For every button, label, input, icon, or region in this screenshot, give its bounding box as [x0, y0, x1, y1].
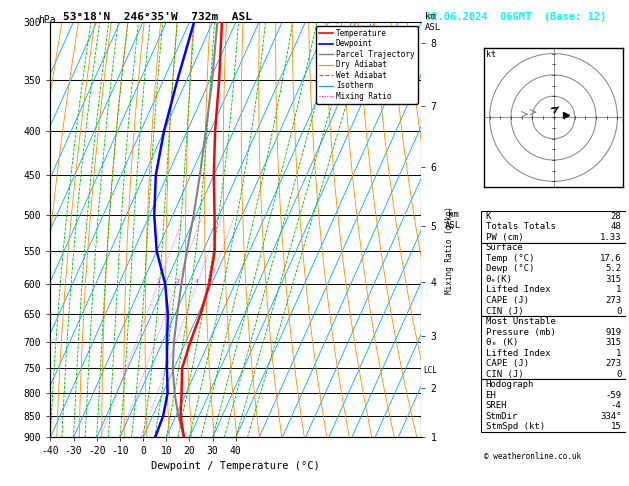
Text: 28: 28: [611, 212, 621, 221]
Text: 1: 1: [156, 279, 160, 284]
Text: 6: 6: [208, 279, 211, 284]
Text: 15: 15: [611, 422, 621, 432]
Text: PW (cm): PW (cm): [486, 233, 523, 242]
Text: 0: 0: [616, 370, 621, 379]
Text: StmDir: StmDir: [486, 412, 518, 421]
Text: 17.6: 17.6: [600, 254, 621, 263]
Text: CAPE (J): CAPE (J): [486, 296, 528, 305]
Text: 315: 315: [605, 338, 621, 347]
Text: 2: 2: [175, 279, 179, 284]
Text: hPa: hPa: [38, 15, 55, 25]
Text: StmSpd (kt): StmSpd (kt): [486, 422, 545, 432]
Text: -59: -59: [605, 391, 621, 400]
Legend: Temperature, Dewpoint, Parcel Trajectory, Dry Adiabat, Wet Adiabat, Isotherm, Mi: Temperature, Dewpoint, Parcel Trajectory…: [316, 26, 418, 104]
Text: 919: 919: [605, 328, 621, 337]
Text: θₑ (K): θₑ (K): [486, 338, 518, 347]
Text: Surface: Surface: [486, 243, 523, 252]
Text: -4: -4: [611, 401, 621, 410]
Text: 1: 1: [616, 285, 621, 295]
Text: Most Unstable: Most Unstable: [486, 317, 555, 326]
Text: θₑ(K): θₑ(K): [486, 275, 513, 284]
Text: kt: kt: [486, 50, 496, 59]
Text: Temp (°C): Temp (°C): [486, 254, 534, 263]
Text: Hodograph: Hodograph: [486, 380, 534, 389]
Text: 273: 273: [605, 359, 621, 368]
Text: Totals Totals: Totals Totals: [486, 222, 555, 231]
Text: Lifted Index: Lifted Index: [486, 285, 550, 295]
Text: 273: 273: [605, 296, 621, 305]
Text: 5.2: 5.2: [605, 264, 621, 273]
Text: Pressure (mb): Pressure (mb): [486, 328, 555, 337]
Text: Lifted Index: Lifted Index: [486, 348, 550, 358]
Text: km
ASL: km ASL: [425, 12, 441, 32]
Text: 1.33: 1.33: [600, 233, 621, 242]
Bar: [481, 316, 626, 380]
Y-axis label: km
ASL: km ASL: [445, 210, 461, 230]
Text: Mixing Ratio (g/kg): Mixing Ratio (g/kg): [445, 207, 454, 295]
Text: 1: 1: [616, 348, 621, 358]
Text: 48: 48: [611, 222, 621, 231]
Text: K: K: [486, 212, 491, 221]
Bar: [481, 211, 626, 243]
Text: Dewp (°C): Dewp (°C): [486, 264, 534, 273]
Text: CAPE (J): CAPE (J): [486, 359, 528, 368]
Text: 53°18'N  246°35'W  732m  ASL: 53°18'N 246°35'W 732m ASL: [63, 12, 252, 22]
Text: LCL: LCL: [424, 366, 438, 376]
Text: 315: 315: [605, 275, 621, 284]
Bar: [481, 243, 626, 316]
Text: SREH: SREH: [486, 401, 507, 410]
Bar: [481, 380, 626, 432]
Text: CIN (J): CIN (J): [486, 370, 523, 379]
Text: 02.06.2024  06GMT  (Base: 12): 02.06.2024 06GMT (Base: 12): [425, 12, 606, 22]
X-axis label: Dewpoint / Temperature (°C): Dewpoint / Temperature (°C): [152, 461, 320, 470]
Text: 0: 0: [616, 307, 621, 315]
Text: 334°: 334°: [600, 412, 621, 421]
Text: EH: EH: [486, 391, 496, 400]
Text: CIN (J): CIN (J): [486, 307, 523, 315]
Text: 4: 4: [195, 279, 199, 284]
Text: © weatheronline.co.uk: © weatheronline.co.uk: [484, 452, 581, 461]
